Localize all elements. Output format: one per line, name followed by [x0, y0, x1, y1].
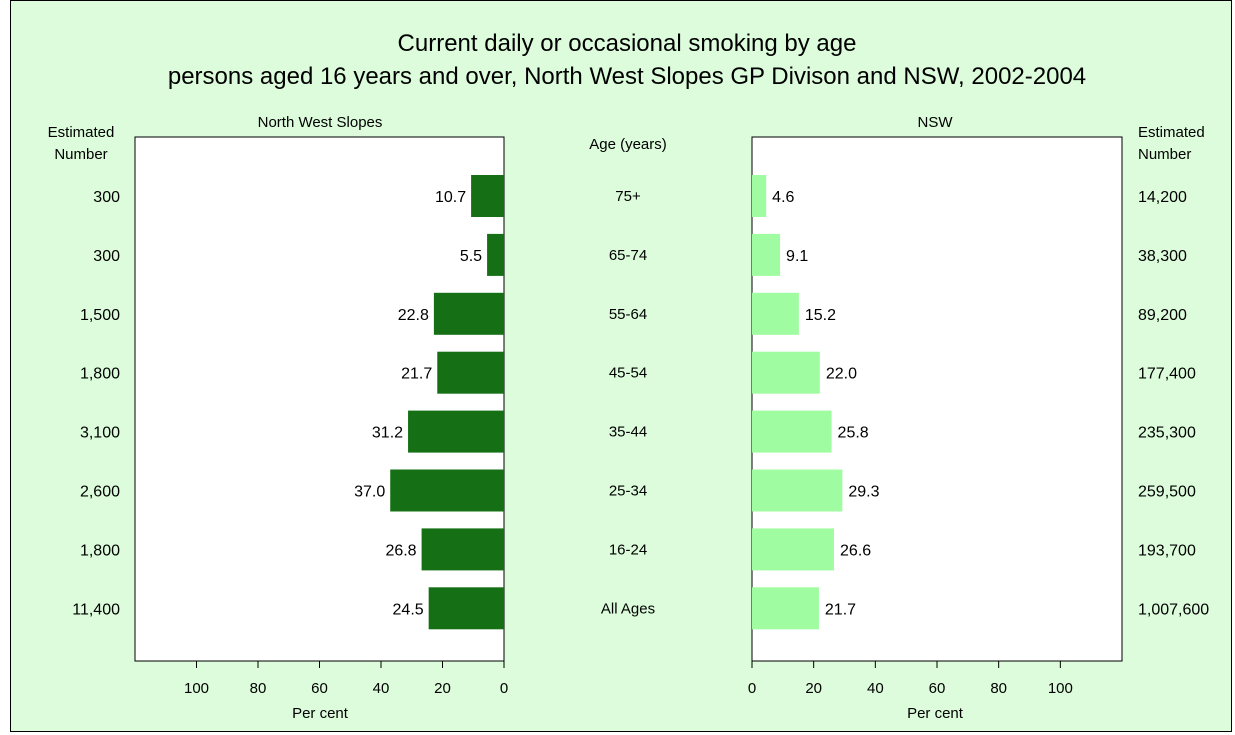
right-estimated-header-line1: Estimated	[1138, 124, 1205, 141]
age-category-7: All Ages	[601, 600, 655, 617]
right-estimated-4: 235,300	[1138, 425, 1196, 442]
estimated-number-labels: 300 14,200 300 38,300 1,500 89,200 1,800 177,40…	[72, 189, 1209, 618]
left-value-label-6: 26.8	[385, 542, 416, 559]
age-category-1: 65-74	[609, 247, 647, 264]
right-tick-label-5: 100	[1048, 680, 1073, 697]
right-bar-5	[752, 469, 843, 512]
left-tick-label-5: 100	[184, 680, 209, 697]
left-tick-label-1: 20	[434, 680, 451, 697]
right-tick-label-3: 60	[929, 680, 946, 697]
right-bar-7	[752, 587, 819, 630]
right-tick-label-2: 40	[867, 680, 884, 697]
right-estimated-6: 193,700	[1138, 542, 1196, 559]
left-estimated-2: 1,500	[80, 307, 120, 324]
age-category-3: 45-54	[609, 365, 647, 382]
right-value-label-1: 9.1	[786, 248, 808, 265]
right-value-label-6: 26.6	[840, 542, 871, 559]
right-estimated-header-line2: Number	[1138, 146, 1191, 163]
left-x-axis-label: Per cent	[292, 705, 349, 722]
right-bar-1	[752, 233, 781, 276]
right-estimated-5: 259,500	[1138, 484, 1196, 501]
age-category-labels: 75+ 65-74 55-64 45-54 35-44 25-34 16-24 All Age…	[601, 188, 655, 617]
right-bars: 4.6 9.1 15.2 22.0 25.8 29.3 26.6 21.7	[752, 175, 880, 630]
right-panel-title: NSW	[918, 114, 954, 131]
chart-title-line1: Current daily or occasional smoking by a…	[398, 30, 857, 57]
right-value-label-2: 15.2	[805, 307, 836, 324]
left-estimated-5: 2,600	[80, 484, 120, 501]
right-tick-label-4: 80	[990, 680, 1007, 697]
left-panel-title: North West Slopes	[258, 114, 383, 131]
left-estimated-0: 300	[93, 189, 120, 206]
left-tick-label-3: 60	[311, 680, 328, 697]
right-bar-3	[752, 351, 820, 394]
right-x-axis-label: Per cent	[907, 705, 964, 722]
left-bar-0	[471, 175, 504, 217]
right-estimated-2: 89,200	[1138, 307, 1187, 324]
left-value-label-3: 21.7	[401, 366, 432, 383]
left-bar-2	[433, 292, 504, 335]
left-tick-label-2: 40	[373, 680, 390, 697]
right-x-axis: 0 20 40 60 80 100	[748, 661, 1073, 697]
right-value-label-4: 25.8	[838, 425, 869, 442]
right-tick-label-1: 20	[805, 680, 822, 697]
age-category-0: 75+	[615, 188, 641, 205]
left-bar-6	[421, 528, 504, 571]
left-estimated-6: 1,800	[80, 542, 120, 559]
age-category-4: 35-44	[609, 424, 647, 441]
right-tick-label-0: 0	[748, 680, 756, 697]
left-value-label-0: 10.7	[435, 189, 466, 206]
left-estimated-3: 1,800	[80, 366, 120, 383]
right-bar-2	[752, 292, 799, 335]
right-bar-6	[752, 528, 835, 571]
left-bar-4	[408, 410, 504, 453]
left-value-label-1: 5.5	[460, 248, 482, 265]
left-estimated-7: 11,400	[72, 601, 120, 618]
right-estimated-3: 177,400	[1138, 366, 1196, 383]
age-axis-title: Age (years)	[589, 136, 667, 153]
right-estimated-0: 14,200	[1138, 189, 1187, 206]
left-plot-area	[134, 136, 505, 662]
right-value-label-0: 4.6	[772, 189, 794, 206]
left-value-label-2: 22.8	[398, 307, 429, 324]
left-bars: 10.7 5.5 22.8 21.7 31.2 37.0 26.8 24.5	[354, 175, 504, 630]
right-bar-4	[752, 410, 832, 453]
left-bar-1	[487, 233, 504, 276]
left-estimated-4: 3,100	[80, 425, 120, 442]
left-estimated-header-line1: Estimated	[48, 124, 115, 141]
right-value-label-3: 22.0	[826, 366, 857, 383]
right-bar-0	[752, 175, 767, 217]
age-category-6: 16-24	[609, 541, 647, 558]
left-estimated-1: 300	[93, 248, 120, 265]
left-tick-label-0: 0	[500, 680, 508, 697]
left-bar-5	[390, 469, 504, 512]
age-category-5: 25-34	[609, 483, 647, 500]
chart-title-line2: persons aged 16 years and over, North We…	[168, 63, 1086, 90]
left-bar-7	[428, 587, 504, 630]
right-value-label-7: 21.7	[825, 601, 856, 618]
left-value-label-7: 24.5	[393, 601, 424, 618]
right-estimated-1: 38,300	[1138, 248, 1187, 265]
left-value-label-4: 31.2	[372, 425, 403, 442]
age-category-2: 55-64	[609, 306, 647, 323]
left-value-label-5: 37.0	[354, 484, 385, 501]
left-bar-3	[437, 351, 504, 394]
left-x-axis: 0 20 40 60 80 100	[184, 661, 508, 697]
right-value-label-5: 29.3	[848, 484, 879, 501]
left-tick-label-4: 80	[250, 680, 267, 697]
left-estimated-header-line2: Number	[54, 146, 107, 163]
right-estimated-7: 1,007,600	[1138, 601, 1209, 618]
right-plot-area	[751, 136, 1123, 662]
